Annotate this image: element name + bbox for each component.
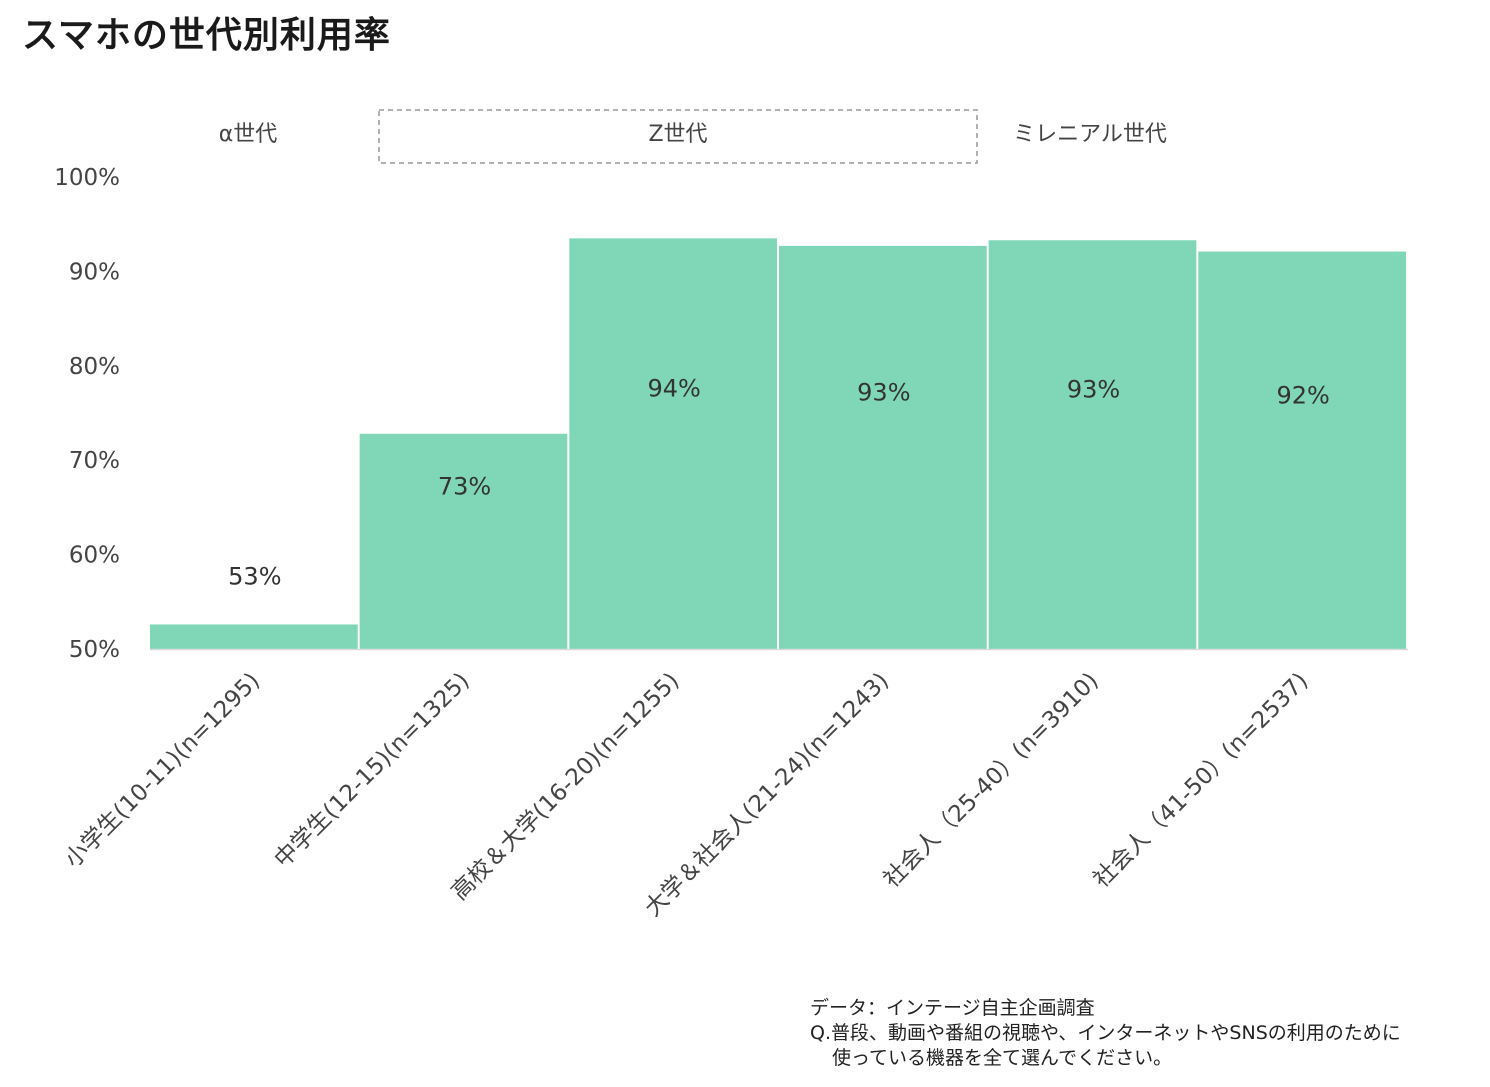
bar-value-label: 53% — [228, 563, 281, 591]
generation-label-millennial: ミレニアル世代 — [1013, 122, 1167, 147]
y-axis: 50% 60% 70% 80% 90% 100% — [54, 165, 120, 663]
x-category-label: 社会人（41-50）(n=2537) — [1088, 668, 1313, 893]
bar-value-label: 73% — [438, 472, 491, 500]
y-tick-label: 60% — [69, 543, 120, 569]
bar — [779, 245, 987, 650]
x-category-label: 中学生(12-15)(n=1325) — [270, 668, 475, 873]
bar — [1198, 251, 1406, 650]
question-line-2: 使っている機器を全て選んでください。 — [832, 1047, 1173, 1069]
bar-chart: α世代 Z世代 ミレニアル世代 50% 60% 70% 80% 90% 100% 53% 7… — [54, 109, 1408, 922]
y-tick-label: 50% — [69, 637, 120, 663]
bar — [988, 240, 1197, 650]
x-category-label: 大学＆社会人(21-24)(n=1243) — [640, 668, 894, 922]
question-line-1: Q.普段、動画や番組の視聴や、インターネットやSNSの利用のために — [810, 1022, 1401, 1044]
bar — [359, 433, 568, 649]
source-line: データ：インテージ自主企画調査 — [810, 997, 1095, 1019]
x-category-label: 小学生(10-11)(n=1295) — [60, 668, 265, 873]
y-tick-label: 100% — [54, 165, 120, 191]
bar-value-label: 93% — [1067, 376, 1120, 404]
generation-label-z: Z世代 — [648, 122, 707, 147]
bar-value-label: 94% — [647, 375, 700, 403]
bar — [150, 624, 358, 649]
generation-label-alpha: α世代 — [219, 122, 278, 147]
x-category-label: 高校＆大学(16-20)(n=1255) — [447, 668, 685, 906]
chart-title: スマホの世代別利用率 — [22, 15, 391, 56]
x-axis-labels: 小学生(10-11)(n=1295) 中学生(12-15)(n=1325)高校＆大… — [60, 668, 1313, 922]
bar-value-label: 92% — [1276, 381, 1329, 409]
source-note: データ：インテージ自主企画調査 Q.普段、動画や番組の視聴や、インターネットやS… — [810, 996, 1480, 1071]
y-tick-label: 80% — [69, 354, 120, 380]
y-tick-label: 90% — [69, 259, 120, 285]
y-tick-label: 70% — [69, 448, 120, 474]
bars-group: 53% 73% 94% 93% 93% 92% — [150, 238, 1406, 650]
z-generation-box — [378, 109, 978, 164]
bar — [569, 238, 777, 650]
x-category-label: 社会人（25-40）(n=3910) — [879, 668, 1104, 893]
bar-value-label: 93% — [857, 378, 910, 406]
